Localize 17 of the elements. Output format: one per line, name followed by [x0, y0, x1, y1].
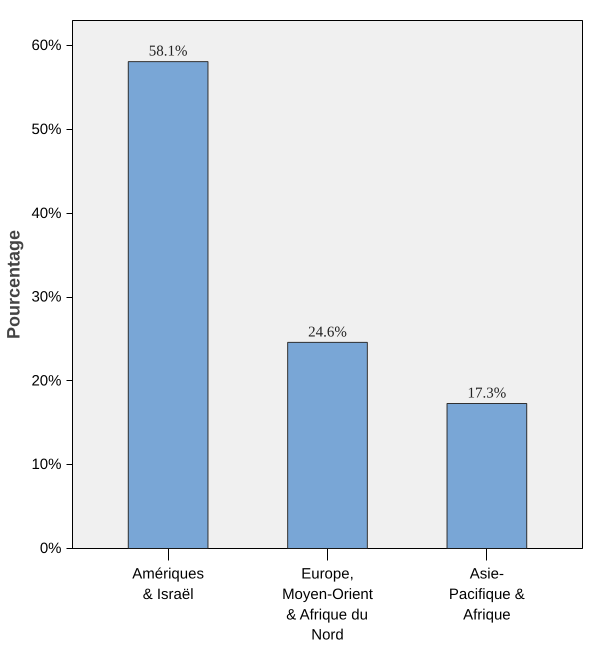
y-tick-label: 10% — [31, 456, 62, 474]
data-label: 17.3% — [468, 386, 506, 402]
x-tick-label: Europe, Moyen-Orient & Afrique du Nord — [282, 566, 374, 644]
y-tick-label: 30% — [31, 288, 62, 306]
x-tick-label: Amériques & Israël — [132, 566, 204, 603]
y-tick-label: 60% — [31, 37, 62, 54]
bar — [446, 403, 528, 548]
x-tick-label: Asie- Pacifique & Afrique — [448, 566, 525, 624]
y-axis-title: Pourcentage — [3, 230, 24, 340]
y-tick-label: 20% — [31, 372, 62, 390]
bar — [128, 61, 208, 548]
data-label: 58.1% — [148, 44, 188, 60]
data-label: 24.6% — [308, 324, 347, 340]
y-tick-label: 0% — [40, 540, 62, 557]
y-tick-label: 40% — [31, 204, 62, 222]
y-tick-label: 50% — [31, 120, 62, 138]
bar — [287, 342, 368, 548]
